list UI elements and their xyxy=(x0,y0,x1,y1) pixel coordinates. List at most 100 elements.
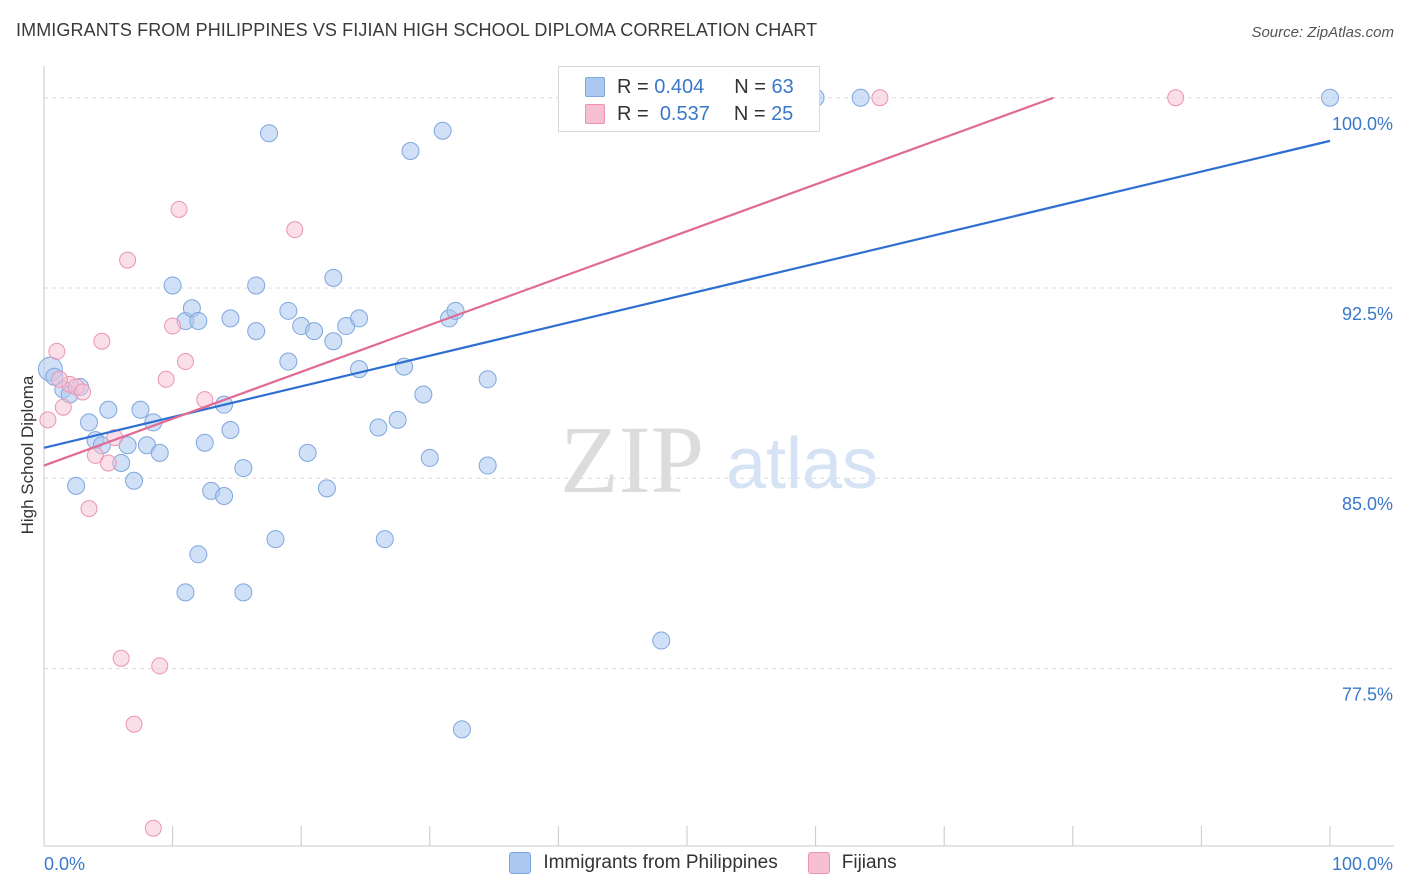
data-point-fijians xyxy=(164,317,182,335)
data-point-philippines xyxy=(221,309,240,328)
legend-row-fijians: R = 0.537 N = 25 xyxy=(585,102,793,126)
data-point-philippines xyxy=(324,332,343,351)
data-point-fijians xyxy=(50,370,68,388)
data-point-philippines xyxy=(298,443,317,462)
data-point-fijians xyxy=(157,370,175,388)
watermark: ZIP atlas xyxy=(560,406,878,513)
data-point-philippines xyxy=(279,352,298,371)
data-point-fijians xyxy=(170,200,188,218)
data-point-fijians xyxy=(80,500,98,518)
y-tick-label: 85.0% xyxy=(1342,494,1393,514)
bottom-legend-label-philippines: Immigrants from Philippines xyxy=(543,852,778,873)
data-point-philippines xyxy=(433,121,452,140)
data-point-philippines xyxy=(234,459,253,478)
data-point-fijians xyxy=(48,342,66,360)
data-point-philippines xyxy=(305,322,324,341)
legend-n-label: N = xyxy=(734,75,766,98)
tick-labels: 77.5% 85.0% 92.5% 100.0% 0.0% 100.0% xyxy=(44,114,1393,874)
data-point-philippines xyxy=(118,436,137,455)
data-point-philippines xyxy=(99,400,118,419)
watermark-zip: ZIP xyxy=(560,406,704,513)
bottom-legend: Immigrants from Philippines Fijians xyxy=(0,852,1406,874)
data-point-philippines xyxy=(478,456,497,475)
data-point-philippines xyxy=(131,400,150,419)
legend-r-value-fijians: 0.537 xyxy=(659,102,710,125)
legend-n-value-fijians: 25 xyxy=(771,102,794,125)
data-point-philippines xyxy=(176,583,195,602)
x-tick-label: 100.0% xyxy=(1332,854,1393,874)
data-point-fijians xyxy=(93,332,111,350)
data-point-philippines xyxy=(317,479,336,498)
legend-r-label: R = xyxy=(617,102,649,125)
data-point-philippines xyxy=(420,448,439,467)
data-point-fijians xyxy=(286,221,304,239)
data-point-philippines xyxy=(125,471,144,490)
bottom-legend-swatch-fijians xyxy=(807,852,830,874)
x-tick-label: 0.0% xyxy=(44,854,85,874)
data-point-fijians xyxy=(99,454,117,472)
data-point-fijians xyxy=(112,649,130,667)
data-point-philippines xyxy=(375,530,394,549)
data-point-fijians xyxy=(151,657,169,675)
stats-legend: R = 0.404 N = 63 R = 0.537 N = 25 xyxy=(558,66,820,132)
legend-swatch-philippines xyxy=(585,77,605,97)
gridlines xyxy=(44,97,1394,669)
axes xyxy=(43,66,1394,847)
y-axis-title: High School Diploma xyxy=(18,375,37,535)
data-point-philippines xyxy=(189,545,208,564)
bottom-legend-fijians: Fijians xyxy=(807,852,897,874)
data-point-philippines xyxy=(266,530,285,549)
data-point-philippines xyxy=(414,385,433,404)
bottom-legend-philippines: Immigrants from Philippines xyxy=(509,852,778,874)
bottom-legend-label-fijians: Fijians xyxy=(841,852,897,873)
data-point-philippines xyxy=(652,631,671,650)
data-point-philippines xyxy=(80,413,99,432)
data-point-philippines xyxy=(452,720,471,739)
data-point-philippines xyxy=(401,142,420,161)
legend-swatch-fijians xyxy=(585,104,605,124)
data-point-philippines xyxy=(369,418,388,437)
data-point-philippines xyxy=(67,476,86,495)
data-point-philippines xyxy=(324,268,343,287)
data-point-fijians xyxy=(54,398,72,416)
y-tick-label: 77.5% xyxy=(1342,684,1393,704)
data-point-philippines xyxy=(150,443,169,462)
data-point-philippines xyxy=(350,309,369,328)
y-tick-label: 100.0% xyxy=(1332,114,1393,134)
data-point-philippines xyxy=(478,370,497,389)
trend-line-fijians xyxy=(43,96,1054,467)
watermark-atlas: atlas xyxy=(726,424,878,504)
legend-n-label: N = xyxy=(733,102,766,125)
chart-source: Source: ZipAtlas.com xyxy=(1251,24,1394,41)
data-point-philippines xyxy=(388,410,407,429)
data-point-fijians xyxy=(125,715,143,733)
data-point-fijians xyxy=(39,411,57,429)
data-point-philippines xyxy=(189,311,208,330)
legend-r-label: R = xyxy=(617,75,649,98)
data-point-philippines xyxy=(247,276,266,295)
data-point-fijians xyxy=(1167,89,1185,107)
trend-lines xyxy=(43,96,1331,467)
data-point-philippines xyxy=(195,433,214,452)
data-point-philippines xyxy=(163,276,182,295)
bottom-legend-swatch-philippines xyxy=(509,852,532,874)
data-point-philippines xyxy=(215,486,234,505)
y-tick-label: 92.5% xyxy=(1342,304,1393,324)
data-point-fijians xyxy=(74,383,92,401)
series-fijians xyxy=(39,89,1185,837)
legend-r-value-philippines: 0.404 xyxy=(654,75,705,98)
data-point-philippines xyxy=(234,583,253,602)
legend-n-value-philippines: 63 xyxy=(771,75,794,98)
data-point-philippines xyxy=(247,322,266,341)
data-point-philippines xyxy=(221,421,240,440)
data-point-fijians xyxy=(144,819,162,837)
data-point-philippines xyxy=(279,301,298,320)
data-point-fijians xyxy=(119,251,137,269)
legend-row-philippines: R = 0.404 N = 63 xyxy=(585,75,794,99)
data-point-philippines xyxy=(1321,88,1339,107)
data-point-philippines xyxy=(260,124,279,143)
data-point-fijians xyxy=(176,353,194,371)
chart-title: IMMIGRANTS FROM PHILIPPINES VS FIJIAN HI… xyxy=(16,20,818,40)
trend-line-philippines xyxy=(43,139,1331,449)
